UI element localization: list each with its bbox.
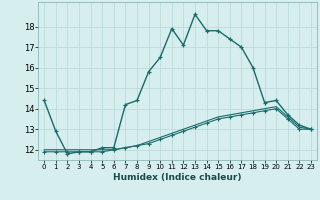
X-axis label: Humidex (Indice chaleur): Humidex (Indice chaleur) <box>113 173 242 182</box>
